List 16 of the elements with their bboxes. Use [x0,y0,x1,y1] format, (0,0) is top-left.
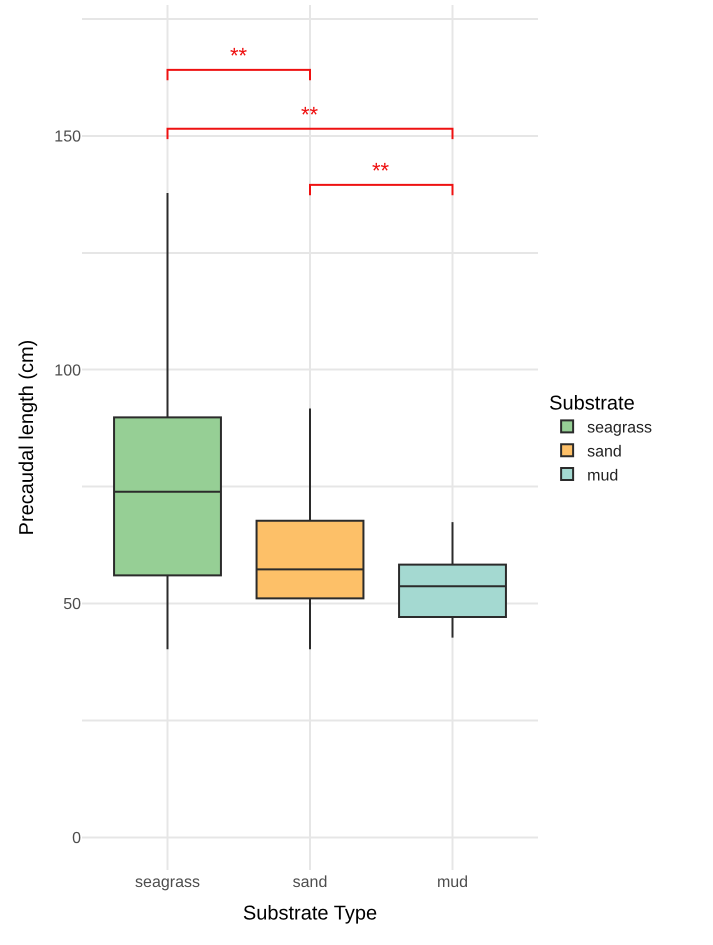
x-tick-label: mud [436,874,468,891]
y-tick-label: 100 [54,362,82,380]
legend-label: seagrass [587,420,652,437]
legend-title: Substrate [549,392,635,414]
y-tick-label: 0 [72,830,82,847]
x-tick-label: sand [292,874,328,891]
legend-label: mud [587,467,618,484]
y-axis-title: Precaudal length (cm) [16,340,38,536]
annotation: ** [230,43,248,68]
annotation: ** [301,102,319,127]
x-axis-title: Substrate Type [242,902,378,924]
x-tick-label: seagrass [135,874,200,891]
legend-label: sand [587,443,622,460]
y-tick-label: 50 [63,596,82,614]
annotation: ** [372,158,390,183]
y-tick-label: 150 [54,128,82,146]
